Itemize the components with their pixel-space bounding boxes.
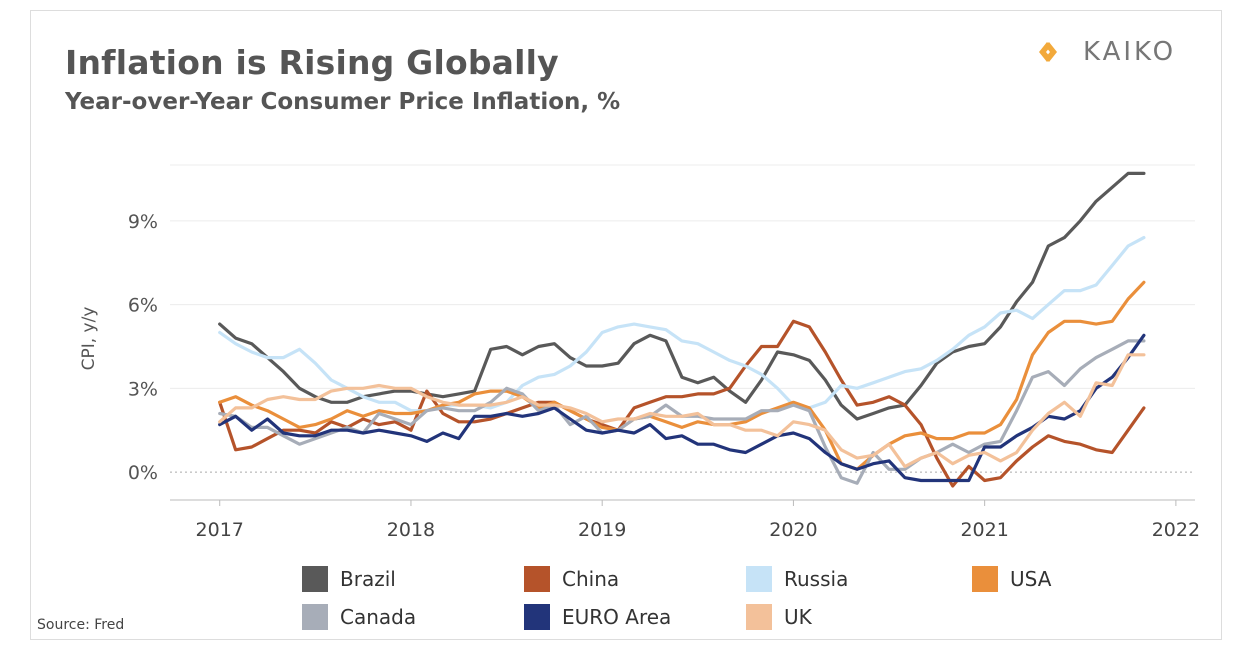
legend-item-euro-area: EURO Area: [524, 604, 671, 630]
y-axis-label: CPI, y/y: [79, 307, 99, 371]
legend-item-brazil: Brazil: [302, 566, 396, 592]
y-tick-label: 0%: [128, 462, 158, 484]
series-line-brazil: [218, 171, 1146, 421]
y-tick-label: 3%: [128, 378, 158, 400]
legend-swatch: [302, 566, 328, 592]
series-line-euro-area: [218, 333, 1146, 483]
legend-label: UK: [784, 605, 812, 629]
legend-item-uk: UK: [746, 604, 812, 630]
y-tick-label: 9%: [128, 211, 158, 233]
legend-item-china: China: [524, 566, 619, 592]
legend-item-usa: USA: [972, 566, 1051, 592]
legend-label: Canada: [340, 605, 417, 629]
plot-area: [170, 165, 1195, 500]
x-tick-label: 2021: [960, 519, 1008, 541]
kaiko-logo-icon: [1039, 42, 1057, 62]
legend-label: Russia: [784, 567, 849, 591]
x-tick-label: 2022: [1152, 519, 1200, 541]
legend-label: USA: [1010, 567, 1052, 591]
chart-subtitle: Year-over-Year Consumer Price Inflation,…: [65, 89, 621, 115]
legend-label: EURO Area: [562, 605, 672, 629]
legend-swatch: [972, 566, 998, 592]
legend-swatch: [746, 566, 772, 592]
legend-label: Brazil: [340, 567, 396, 591]
series-line-usa: [218, 280, 1146, 471]
legend-swatch: [302, 604, 328, 630]
series-line-russia: [218, 236, 1146, 413]
legend-item-canada: Canada: [302, 604, 416, 630]
logo-text: KAIKO: [1083, 37, 1177, 67]
legend-label: China: [562, 567, 620, 591]
x-tick-label: 2019: [578, 519, 626, 541]
legend-swatch: [746, 604, 772, 630]
legend-item-russia: Russia: [746, 566, 848, 592]
kaiko-logo: KAIKO: [1037, 37, 1176, 67]
series-line-uk: [218, 353, 1146, 469]
x-tick-label: 2017: [196, 519, 244, 541]
legend-swatch: [524, 604, 550, 630]
y-tick-label: 6%: [128, 295, 158, 317]
legend-swatch: [524, 566, 550, 592]
x-tick-label: 2020: [769, 519, 817, 541]
series-line-china: [218, 319, 1146, 488]
x-tick-label: 2018: [387, 519, 435, 541]
chart-title: Inflation is Rising Globally: [65, 43, 559, 82]
source-note: Source: Fred: [37, 617, 125, 633]
